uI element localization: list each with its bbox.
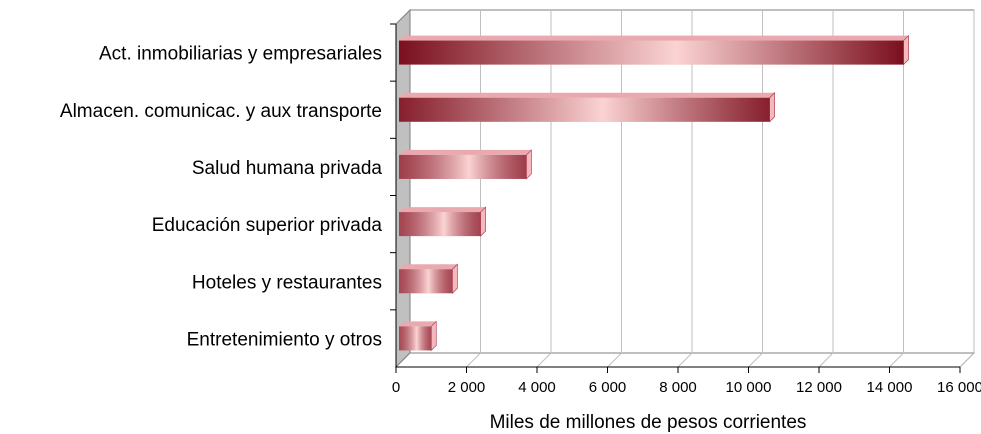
bar (399, 34, 909, 66)
gridline-floor (889, 352, 904, 368)
bar (399, 149, 532, 180)
bar-front-face (399, 97, 770, 122)
x-tick-label: 14 000 (867, 379, 913, 396)
bar-top-face (399, 35, 909, 41)
bar-top-face (399, 207, 486, 213)
x-tick-label: 0 (392, 379, 400, 396)
bar (399, 206, 486, 237)
x-tick-label: 10 000 (726, 379, 772, 396)
category-label: Hoteles y restaurantes (192, 272, 382, 293)
bar-top-face (399, 321, 437, 327)
bar (399, 320, 437, 352)
gridline-floor (818, 352, 834, 368)
gridline-floor (466, 352, 481, 368)
category-label: Salud humana privada (192, 158, 383, 179)
x-axis-title: Miles de millones de pesos corrientes (490, 412, 807, 433)
gridline-floor (748, 352, 763, 368)
bars (399, 34, 909, 352)
bar (399, 263, 458, 294)
bar-top-face (399, 149, 532, 155)
bar-front-face (399, 40, 904, 65)
bar-front-face (399, 269, 453, 294)
x-tick-labels: 0 2 000 4 000 6 000 8 000 10 000 12 000 14 000 1… (392, 379, 981, 396)
x-tick-label: 6 000 (589, 379, 627, 396)
bar-front-face (399, 154, 527, 179)
x-tick-label: 2 000 (448, 379, 486, 396)
bar-end-cap (480, 206, 486, 237)
category-label: Educación superior privada (152, 215, 383, 236)
bar-front-face (399, 212, 481, 237)
gridline-floor (536, 352, 552, 368)
category-label: Almacen. comunicac. y aux transporte (60, 101, 382, 122)
bar-end-cap (526, 149, 532, 180)
bar-top-face (399, 92, 775, 98)
bar-end-cap (903, 34, 909, 66)
category-label: Act. inmobiliarias y empresariales (99, 44, 382, 65)
bar-end-cap (452, 263, 458, 294)
x-tick-label: 16 000 (937, 379, 981, 396)
x-tick-label: 12 000 (796, 379, 842, 396)
gridline-floor (677, 352, 693, 368)
bar-end-cap (769, 92, 775, 123)
bar (399, 92, 775, 123)
category-labels: Act. inmobiliarias y empresariales Almace… (60, 23, 396, 350)
x-axis-ticks (395, 367, 961, 373)
gridline-floor (959, 352, 975, 368)
bar-front-face (399, 326, 432, 351)
gridlines (466, 10, 975, 368)
x-tick-label: 8 000 (659, 379, 697, 396)
x-tick-label: 4 000 (518, 379, 556, 396)
gridline-floor (607, 352, 622, 368)
category-label: Entretenimiento y otros (187, 329, 382, 350)
bar-top-face (399, 264, 458, 270)
bar-end-cap (430, 320, 437, 352)
